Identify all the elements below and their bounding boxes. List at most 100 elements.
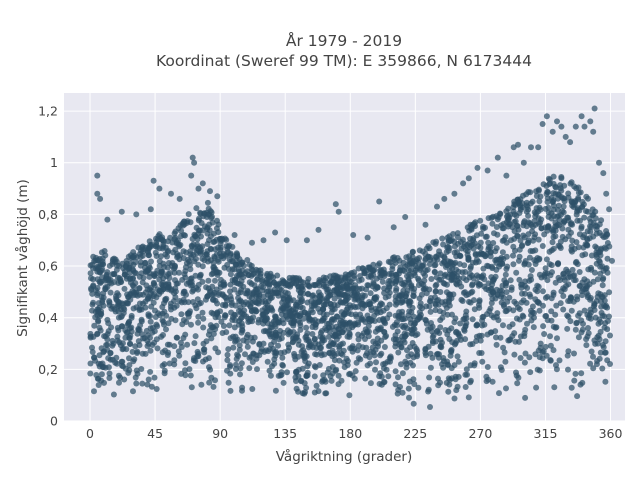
x-tick-label: 315 — [534, 426, 558, 441]
scatter-point — [227, 271, 234, 278]
scatter-point — [602, 320, 609, 327]
scatter-point — [248, 272, 255, 279]
scatter-point — [445, 258, 452, 265]
scatter-point — [391, 321, 398, 328]
scatter-point — [148, 303, 155, 310]
scatter-point — [567, 139, 574, 146]
scatter-point — [403, 254, 410, 261]
scatter-point — [144, 268, 151, 274]
scatter-point — [304, 330, 311, 337]
scatter-point — [536, 198, 543, 205]
scatter-point — [359, 300, 366, 307]
y-tick-label: 0,4 — [38, 310, 58, 325]
scatter-point — [599, 276, 606, 283]
scatter-point — [335, 284, 342, 291]
scatter-point — [315, 388, 322, 395]
scatter-point — [91, 388, 97, 395]
scatter-point — [503, 172, 510, 179]
scatter-point — [328, 377, 335, 384]
scatter-point — [606, 206, 613, 213]
scatter-point — [392, 381, 399, 388]
scatter-point — [475, 282, 482, 289]
scatter-point — [280, 296, 287, 303]
scatter-point — [207, 288, 214, 295]
scatter-point — [493, 259, 500, 266]
scatter-point — [389, 255, 396, 261]
scatter-point — [219, 302, 226, 308]
scatter-point — [305, 344, 312, 351]
scatter-point — [550, 173, 557, 180]
scatter-point — [159, 304, 166, 310]
scatter-point — [330, 340, 337, 347]
scatter-point — [188, 253, 195, 260]
scatter-point — [99, 266, 106, 273]
scatter-point — [580, 201, 587, 208]
scatter-point — [210, 264, 217, 271]
scatter-point — [144, 248, 151, 254]
scatter-point — [516, 316, 523, 323]
scatter-point — [415, 316, 422, 323]
scatter-point — [249, 239, 255, 246]
scatter-point — [260, 293, 267, 300]
scatter-point — [501, 349, 508, 356]
scatter-point — [505, 205, 512, 212]
scatter-point — [554, 335, 560, 342]
scatter-point — [443, 249, 450, 255]
scatter-point — [364, 282, 371, 289]
scatter-point — [287, 281, 294, 288]
scatter-point — [484, 262, 491, 269]
scatter-point — [303, 324, 310, 331]
scatter-point — [411, 343, 418, 350]
scatter-point — [607, 361, 613, 367]
scatter-point — [451, 238, 458, 245]
scatter-point — [106, 375, 113, 381]
x-tick-label: 360 — [599, 426, 623, 441]
x-tick-label: 135 — [273, 426, 297, 441]
scatter-point — [476, 298, 483, 305]
scatter-point — [394, 328, 401, 335]
scatter-point — [144, 296, 151, 302]
scatter-point — [606, 289, 613, 296]
scatter-point — [213, 286, 220, 293]
scatter-point — [130, 358, 137, 365]
scatter-point — [182, 367, 188, 374]
scatter-point — [161, 361, 168, 368]
scatter-point — [246, 279, 253, 286]
scatter-point — [560, 203, 567, 210]
scatter-point — [593, 260, 600, 267]
scatter-point — [120, 301, 127, 308]
scatter-point — [528, 267, 535, 273]
scatter-point — [113, 295, 120, 302]
scatter-point — [376, 260, 383, 267]
scatter-point — [266, 273, 273, 280]
scatter-point — [214, 193, 221, 200]
scatter-point — [535, 283, 542, 290]
scatter-point — [305, 336, 312, 343]
scatter-point — [182, 331, 189, 338]
scatter-point — [315, 226, 322, 233]
scatter-point — [271, 356, 278, 363]
scatter-point — [185, 211, 192, 218]
scatter-point — [147, 206, 154, 213]
scatter-point — [249, 386, 256, 392]
scatter-point — [164, 341, 171, 348]
scatter-point — [500, 344, 507, 351]
scatter-point — [587, 219, 594, 225]
scatter-point — [464, 251, 471, 258]
scatter-point — [289, 320, 295, 327]
scatter-point — [482, 252, 489, 259]
scatter-point — [133, 380, 140, 387]
scatter-point — [197, 244, 203, 251]
scatter-point — [193, 305, 200, 312]
scatter-point — [355, 336, 362, 343]
scatter-point — [515, 141, 521, 148]
scatter-point — [400, 316, 407, 323]
scatter-point — [137, 322, 144, 329]
scatter-point — [581, 123, 588, 130]
scatter-point — [487, 253, 494, 260]
scatter-point — [532, 296, 539, 303]
scatter-point — [395, 349, 402, 356]
scatter-point — [110, 340, 117, 347]
scatter-point — [467, 341, 474, 348]
scatter-point — [585, 325, 591, 331]
